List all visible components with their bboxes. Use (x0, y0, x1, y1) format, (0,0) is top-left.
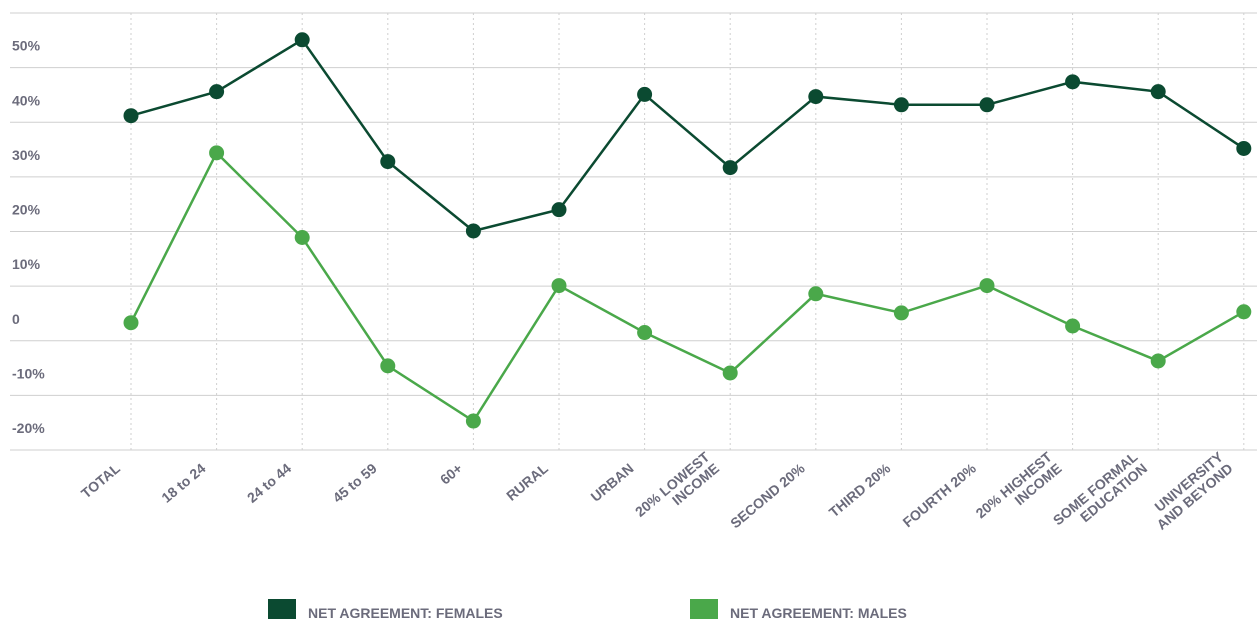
x-tick-label: 18 to 24 (158, 460, 208, 506)
x-tick-label: 24 to 44 (244, 460, 294, 506)
data-point (893, 305, 909, 321)
x-tick-label: 60+ (437, 460, 465, 488)
data-point (380, 154, 396, 170)
data-point (637, 86, 653, 102)
data-point (1150, 84, 1166, 100)
data-point (551, 202, 567, 218)
data-point (465, 413, 481, 429)
x-tick-label: URBAN (588, 460, 637, 505)
legend-label: NET AGREEMENT: MALES (730, 605, 907, 619)
y-tick-label: 0 (12, 311, 20, 327)
data-point (123, 108, 139, 124)
x-tick-label: TOTAL (78, 460, 123, 502)
data-point (808, 286, 824, 302)
x-tick-label: 20% LOWESTINCOME (632, 448, 723, 531)
data-point (722, 160, 738, 176)
data-point (209, 145, 225, 161)
legend-swatch (268, 599, 296, 619)
y-tick-label: 50% (12, 38, 41, 54)
legend-label: NET AGREEMENT: FEMALES (308, 605, 503, 619)
x-tick-label: 20% HIGHESTINCOME (972, 448, 1064, 533)
data-point (1065, 74, 1081, 90)
data-point (380, 358, 396, 374)
y-tick-label: -10% (12, 365, 45, 381)
data-point (294, 32, 310, 48)
data-point (1236, 140, 1252, 156)
x-tick-label: FOURTH 20% (900, 460, 980, 531)
series-line (130, 38, 1245, 233)
data-point (1150, 353, 1166, 369)
x-tick-label: THIRD 20% (826, 460, 894, 521)
data-point (1236, 304, 1252, 320)
x-tick-label: UNIVERSITYAND BEYOND (1144, 448, 1237, 533)
series-line (129, 150, 1245, 423)
data-point (209, 84, 225, 100)
data-point (722, 365, 738, 381)
x-tick-label: RURAL (503, 460, 551, 504)
data-point (294, 230, 310, 246)
y-tick-label: 20% (12, 202, 41, 218)
data-point (808, 89, 824, 105)
data-point (1065, 318, 1081, 334)
data-point (123, 315, 139, 331)
y-tick-label: 10% (12, 256, 41, 272)
data-point (979, 97, 995, 113)
x-tick-label: 45 to 59 (330, 460, 380, 506)
data-point (465, 223, 481, 239)
legend-swatch (690, 599, 718, 619)
data-point (979, 278, 995, 294)
data-point (893, 97, 909, 113)
data-point (551, 278, 567, 294)
y-tick-label: 40% (12, 92, 41, 108)
y-tick-label: 30% (12, 147, 41, 163)
x-tick-label: SOME FORMALEDUCATION (1050, 448, 1151, 540)
x-tick-label: SECOND 20% (727, 460, 808, 532)
y-tick-label: -20% (12, 420, 45, 436)
data-point (637, 325, 653, 341)
